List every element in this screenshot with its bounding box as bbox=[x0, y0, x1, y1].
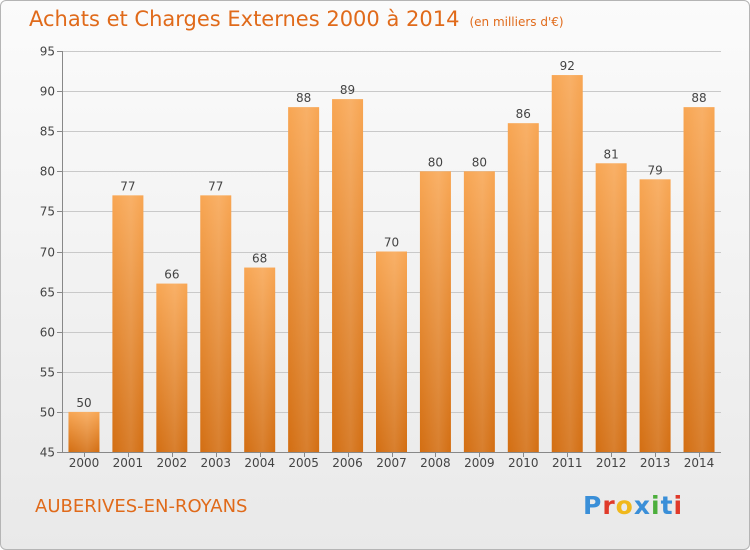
x-tick-label: 2004 bbox=[244, 456, 275, 470]
y-tick-label: 75 bbox=[40, 205, 55, 219]
logo-letter: r bbox=[602, 491, 616, 520]
labels: 45 50 55 60 65 70 75 80 85 90 95 50 2000 77 2001 66 2002… bbox=[40, 45, 715, 471]
y-tick-label: 90 bbox=[40, 85, 55, 99]
logo-letter: i bbox=[651, 491, 661, 520]
x-tick-label: 2000 bbox=[69, 456, 100, 470]
chart-title: Achats et Charges Externes 2000 à 2014 (e… bbox=[29, 7, 564, 31]
x-tick-label: 2008 bbox=[420, 456, 451, 470]
bar-shine bbox=[376, 251, 407, 452]
commune-name: AUBERIVES-EN-ROYANS bbox=[35, 496, 248, 517]
logo-letter: x bbox=[633, 491, 651, 520]
bar-value-label: 50 bbox=[76, 396, 91, 410]
y-tick-label: 45 bbox=[40, 446, 55, 460]
bar-shine bbox=[156, 283, 188, 452]
axes bbox=[57, 51, 721, 457]
bar-shine bbox=[683, 107, 715, 452]
x-tick-label: 2001 bbox=[113, 456, 144, 470]
x-tick-label: 2012 bbox=[596, 456, 627, 470]
proxiti-logo: Proxiti bbox=[583, 491, 683, 520]
bar-shine bbox=[639, 179, 671, 452]
bars bbox=[68, 75, 715, 453]
bar-shine bbox=[112, 195, 144, 453]
y-tick-label: 85 bbox=[40, 125, 55, 139]
chart-unit-text: (en milliers d'€) bbox=[469, 15, 564, 29]
y-tick-label: 65 bbox=[40, 286, 55, 300]
bar-value-label: 80 bbox=[428, 155, 443, 169]
bar-value-label: 92 bbox=[560, 59, 575, 73]
logo-letter: o bbox=[615, 491, 634, 520]
x-tick-label: 2002 bbox=[157, 456, 188, 470]
x-tick-label: 2011 bbox=[552, 456, 583, 470]
bar-value-label: 80 bbox=[472, 155, 487, 169]
bar-shine bbox=[244, 267, 276, 452]
bar-value-label: 70 bbox=[384, 236, 399, 250]
y-tick-label: 50 bbox=[40, 406, 55, 420]
x-tick-label: 2005 bbox=[288, 456, 319, 470]
bar-value-label: 68 bbox=[252, 252, 267, 266]
logo-letter: t bbox=[660, 491, 674, 520]
x-tick-label: 2010 bbox=[508, 456, 539, 470]
bar-shine bbox=[507, 123, 539, 453]
bar-shine bbox=[551, 75, 583, 452]
x-tick-label: 2013 bbox=[640, 456, 671, 470]
x-tick-label: 2009 bbox=[464, 456, 495, 470]
bar-shine bbox=[419, 171, 451, 453]
x-tick-label: 2006 bbox=[332, 456, 363, 470]
bar-value-label: 88 bbox=[691, 91, 706, 105]
bar-value-label: 77 bbox=[120, 179, 135, 193]
y-tick-label: 55 bbox=[40, 366, 55, 380]
bar-value-label: 77 bbox=[208, 179, 223, 193]
bar-shine bbox=[200, 195, 232, 453]
y-tick-label: 60 bbox=[40, 326, 55, 340]
bar-value-label: 89 bbox=[340, 83, 355, 97]
bar-shine bbox=[332, 99, 364, 453]
logo-letter: P bbox=[583, 491, 603, 520]
bar-shine bbox=[288, 107, 320, 452]
y-tick-label: 80 bbox=[40, 165, 55, 179]
bar-value-label: 88 bbox=[296, 91, 311, 105]
y-tick-label: 70 bbox=[40, 246, 55, 260]
x-tick-label: 2007 bbox=[376, 456, 407, 470]
y-tick-label: 95 bbox=[40, 45, 55, 59]
bar-value-label: 66 bbox=[164, 268, 179, 282]
logo-letter: i bbox=[673, 491, 684, 520]
chart-title-text: Achats et Charges Externes 2000 à 2014 bbox=[29, 7, 460, 31]
bar-value-label: 81 bbox=[604, 147, 619, 161]
x-tick-label: 2003 bbox=[200, 456, 231, 470]
bar-value-label: 86 bbox=[516, 107, 531, 121]
x-tick-label: 2014 bbox=[684, 456, 715, 470]
bar-value-label: 79 bbox=[647, 163, 662, 177]
bar-shine bbox=[595, 163, 627, 452]
bar-shine bbox=[463, 171, 495, 453]
bar-shine bbox=[68, 411, 100, 452]
